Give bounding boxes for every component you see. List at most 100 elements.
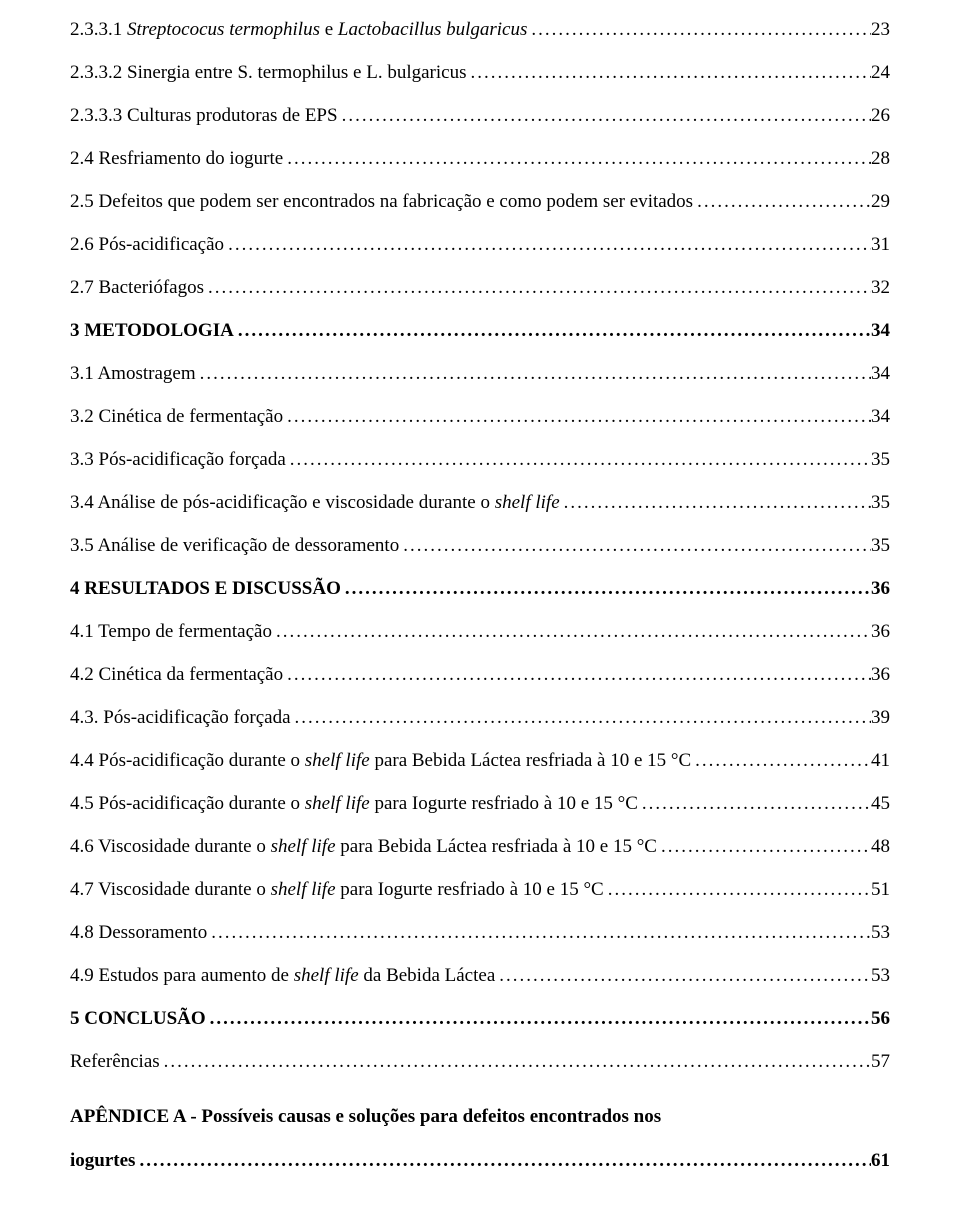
toc-label: 4.5 Pós-acidificação durante o shelf lif… [70,794,638,813]
toc-leader-dots [638,794,871,813]
toc-leader-dots [160,1052,871,1071]
toc-entry: 4.9 Estudos para aumento de shelf life d… [70,966,890,985]
toc-entry: 3.1 Amostragem34 [70,364,890,383]
toc-entry: 2.5 Defeitos que podem ser encontrados n… [70,192,890,211]
toc-label: 4.4 Pós-acidificação durante o shelf lif… [70,751,691,770]
toc-leader-dots [527,20,871,39]
toc-label: 2.5 Defeitos que podem ser encontrados n… [70,192,693,211]
toc-entry: 5 CONCLUSÃO 56 [70,1009,890,1028]
toc-label: 2.7 Bacteriófagos [70,278,204,297]
toc-page-number: 35 [871,536,890,555]
toc-page-number: 29 [871,192,890,211]
toc-leader-dots [204,278,871,297]
toc-leader-dots [283,149,871,168]
toc-leader-dots [466,63,871,82]
toc-leader-dots [234,321,871,340]
toc-page-number: 28 [871,149,890,168]
toc-label: 4.6 Viscosidade durante o shelf life par… [70,837,657,856]
toc-leader-dots [691,751,871,770]
toc-entry: 3.4 Análise de pós-acidificação e viscos… [70,493,890,512]
toc-page-number: 26 [871,106,890,125]
toc-label: 4.8 Dessoramento [70,923,207,942]
toc-entry: 4 RESULTADOS E DISCUSSÃO36 [70,579,890,598]
toc-leader-dots [495,966,871,985]
toc-leader-dots [196,364,871,383]
toc-leader-dots [657,837,871,856]
toc-page-number: 36 [871,579,890,598]
toc-page-number: 34 [871,321,890,340]
appendix-line1: APÊNDICE A - Possíveis causas e soluções… [70,1095,890,1139]
toc-leader-dots [283,407,871,426]
toc-leader-dots [338,106,871,125]
toc-page-number: 23 [871,20,890,39]
toc-page-number: 24 [871,63,890,82]
toc-list: 2.3.3.1 Streptococus termophilus e Lacto… [70,20,890,1071]
toc-page-number: 56 [871,1009,890,1028]
toc-label: 3.1 Amostragem [70,364,196,383]
toc-label: 2.6 Pós-acidificação [70,235,224,254]
toc-page-number: 41 [871,751,890,770]
toc-page: 2.3.3.1 Streptococus termophilus e Lacto… [0,0,960,1222]
toc-page-number: 31 [871,235,890,254]
toc-entry: 4.8 Dessoramento 53 [70,923,890,942]
toc-page-number: 32 [871,278,890,297]
toc-page-number: 53 [871,923,890,942]
appendix-label: iogurtes [70,1139,135,1183]
toc-leader-dots [206,1009,871,1028]
toc-entry: 4.4 Pós-acidificação durante o shelf lif… [70,751,890,770]
toc-label: 2.3.3.2 Sinergia entre S. termophilus e … [70,63,466,82]
toc-page-number: 36 [871,622,890,641]
toc-label: 4.1 Tempo de fermentação [70,622,272,641]
toc-entry: 2.3.3.2 Sinergia entre S. termophilus e … [70,63,890,82]
toc-page-number: 39 [871,708,890,727]
toc-entry: 3 METODOLOGIA 34 [70,321,890,340]
toc-leader-dots [341,579,871,598]
toc-label: 3.4 Análise de pós-acidificação e viscos… [70,493,560,512]
toc-leader-dots [291,708,871,727]
appendix-leader-dots [135,1139,871,1183]
toc-label: 4.9 Estudos para aumento de shelf life d… [70,966,495,985]
toc-entry: 3.5 Análise de verificação de dessoramen… [70,536,890,555]
toc-label: 2.4 Resfriamento do iogurte [70,149,283,168]
toc-label: Referências [70,1052,160,1071]
toc-label: 3.2 Cinética de fermentação [70,407,283,426]
toc-leader-dots [224,235,871,254]
toc-page-number: 51 [871,880,890,899]
toc-page-number: 35 [871,450,890,469]
toc-leader-dots [272,622,871,641]
toc-entry: 3.2 Cinética de fermentação34 [70,407,890,426]
toc-entry: 2.7 Bacteriófagos 32 [70,278,890,297]
toc-entry: 4.7 Viscosidade durante o shelf life par… [70,880,890,899]
toc-page-number: 48 [871,837,890,856]
toc-label: 4.3. Pós-acidificação forçada [70,708,291,727]
appendix-page-number: 61 [871,1139,890,1183]
appendix-line2: iogurtes 61 [70,1139,890,1183]
toc-entry: 4.5 Pós-acidificação durante o shelf lif… [70,794,890,813]
toc-page-number: 35 [871,493,890,512]
toc-entry: 2.6 Pós-acidificação 31 [70,235,890,254]
toc-page-number: 36 [871,665,890,684]
toc-entry: 3.3 Pós-acidificação forçada 35 [70,450,890,469]
toc-label: 5 CONCLUSÃO [70,1009,206,1028]
toc-page-number: 57 [871,1052,890,1071]
toc-leader-dots [560,493,871,512]
toc-leader-dots [693,192,871,211]
toc-label: 2.3.3.3 Culturas produtoras de EPS [70,106,338,125]
toc-entry: Referências 57 [70,1052,890,1071]
toc-leader-dots [604,880,871,899]
toc-page-number: 45 [871,794,890,813]
toc-label: 4.7 Viscosidade durante o shelf life par… [70,880,604,899]
toc-entry: 2.3.3.3 Culturas produtoras de EPS 26 [70,106,890,125]
toc-leader-dots [399,536,871,555]
toc-page-number: 53 [871,966,890,985]
toc-label: 2.3.3.1 Streptococus termophilus e Lacto… [70,20,527,39]
toc-label: 3.3 Pós-acidificação forçada [70,450,286,469]
toc-label: 3 METODOLOGIA [70,321,234,340]
toc-entry: 4.1 Tempo de fermentação 36 [70,622,890,641]
toc-entry: 2.3.3.1 Streptococus termophilus e Lacto… [70,20,890,39]
toc-entry: 4.6 Viscosidade durante o shelf life par… [70,837,890,856]
toc-leader-dots [286,450,871,469]
toc-entry: 4.2 Cinética da fermentação36 [70,665,890,684]
toc-entry: 2.4 Resfriamento do iogurte 28 [70,149,890,168]
toc-label: 3.5 Análise de verificação de dessoramen… [70,536,399,555]
